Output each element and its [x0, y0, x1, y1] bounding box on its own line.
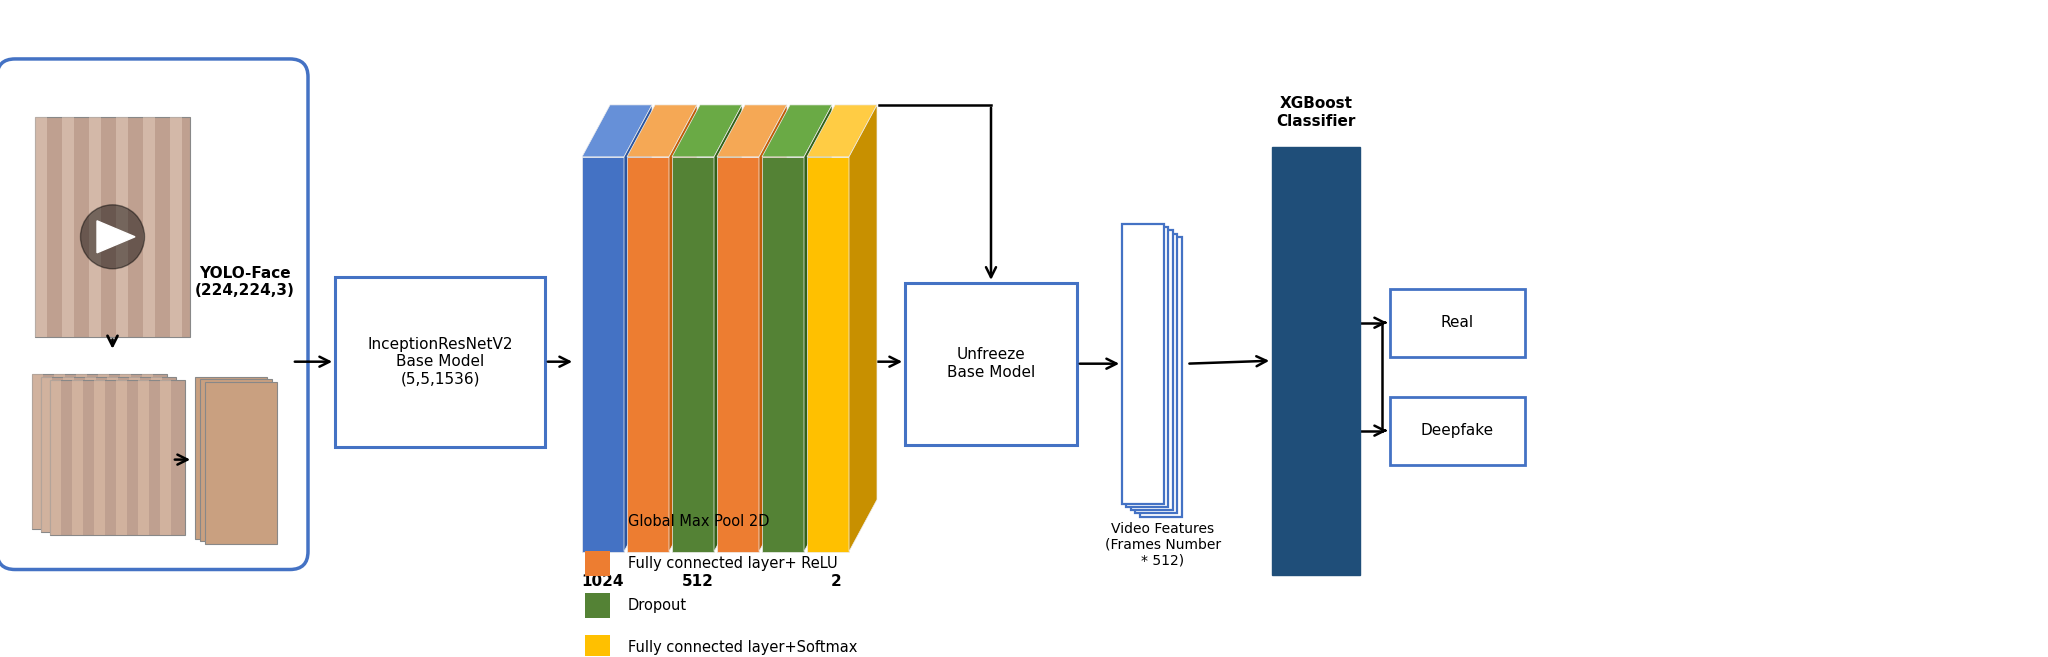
Bar: [586, 509, 610, 534]
Bar: [205, 382, 276, 543]
Bar: [195, 376, 266, 539]
Polygon shape: [715, 105, 741, 551]
Polygon shape: [672, 105, 741, 157]
Bar: [152, 377, 162, 532]
Bar: [33, 374, 168, 528]
Text: Video Features
(Frames Number
* 512): Video Features (Frames Number * 512): [1106, 522, 1221, 568]
Text: 512: 512: [682, 574, 715, 589]
Bar: [586, 593, 610, 618]
Bar: [143, 117, 156, 336]
Bar: [98, 374, 109, 528]
Polygon shape: [807, 105, 877, 157]
Polygon shape: [627, 157, 670, 551]
Polygon shape: [805, 105, 831, 551]
Bar: [61, 117, 74, 336]
Polygon shape: [762, 105, 831, 157]
Text: 2: 2: [831, 574, 842, 589]
Polygon shape: [582, 157, 625, 551]
Bar: [76, 374, 86, 528]
Bar: [336, 277, 545, 447]
Bar: [41, 377, 176, 532]
Bar: [121, 374, 131, 528]
Bar: [51, 380, 184, 535]
Text: Fully connected layer+Softmax: Fully connected layer+Softmax: [629, 640, 858, 655]
Text: Dropout: Dropout: [629, 598, 688, 613]
Polygon shape: [760, 105, 786, 551]
Polygon shape: [807, 157, 850, 551]
Polygon shape: [717, 157, 760, 551]
Bar: [201, 379, 272, 541]
Polygon shape: [850, 105, 877, 551]
Bar: [1139, 237, 1182, 517]
Polygon shape: [96, 221, 135, 253]
Text: Real: Real: [1442, 315, 1475, 330]
Bar: [88, 117, 100, 336]
Bar: [72, 380, 84, 535]
Bar: [35, 117, 47, 336]
Bar: [160, 380, 172, 535]
Bar: [41, 377, 51, 532]
Text: Unfreeze
Base Model: Unfreeze Base Model: [946, 348, 1034, 380]
Bar: [1135, 234, 1178, 514]
Bar: [1391, 288, 1526, 357]
Polygon shape: [582, 105, 651, 157]
Bar: [1391, 397, 1526, 464]
Bar: [1130, 231, 1174, 510]
Bar: [141, 374, 154, 528]
Bar: [905, 283, 1077, 445]
Bar: [106, 377, 119, 532]
Bar: [53, 374, 66, 528]
Polygon shape: [627, 105, 696, 157]
Bar: [1126, 227, 1169, 507]
Polygon shape: [717, 105, 786, 157]
Polygon shape: [625, 105, 651, 551]
Bar: [117, 117, 127, 336]
Text: YOLO-Face
(224,224,3): YOLO-Face (224,224,3): [195, 265, 295, 298]
Bar: [63, 377, 74, 532]
Bar: [586, 635, 610, 657]
Bar: [33, 374, 43, 528]
Text: InceptionResNetV2
Base Model
(5,5,1536): InceptionResNetV2 Base Model (5,5,1536): [367, 337, 512, 386]
Bar: [51, 380, 61, 535]
Bar: [117, 380, 127, 535]
Bar: [1122, 224, 1163, 503]
FancyBboxPatch shape: [0, 59, 307, 570]
Text: Global Max Pool 2D: Global Max Pool 2D: [629, 514, 770, 529]
Circle shape: [80, 205, 145, 269]
Bar: [129, 377, 139, 532]
Polygon shape: [672, 157, 715, 551]
Text: Fully connected layer+ ReLU: Fully connected layer+ ReLU: [629, 556, 838, 571]
Bar: [137, 380, 150, 535]
Polygon shape: [670, 105, 696, 551]
Bar: [94, 380, 104, 535]
Bar: [1272, 147, 1360, 574]
Bar: [170, 117, 182, 336]
Text: XGBoost
Classifier: XGBoost Classifier: [1276, 97, 1356, 129]
Bar: [586, 551, 610, 576]
Bar: [86, 377, 96, 532]
Bar: [35, 117, 190, 336]
Text: Deepfake: Deepfake: [1421, 423, 1495, 438]
Polygon shape: [762, 157, 805, 551]
Text: 1024: 1024: [582, 574, 625, 589]
